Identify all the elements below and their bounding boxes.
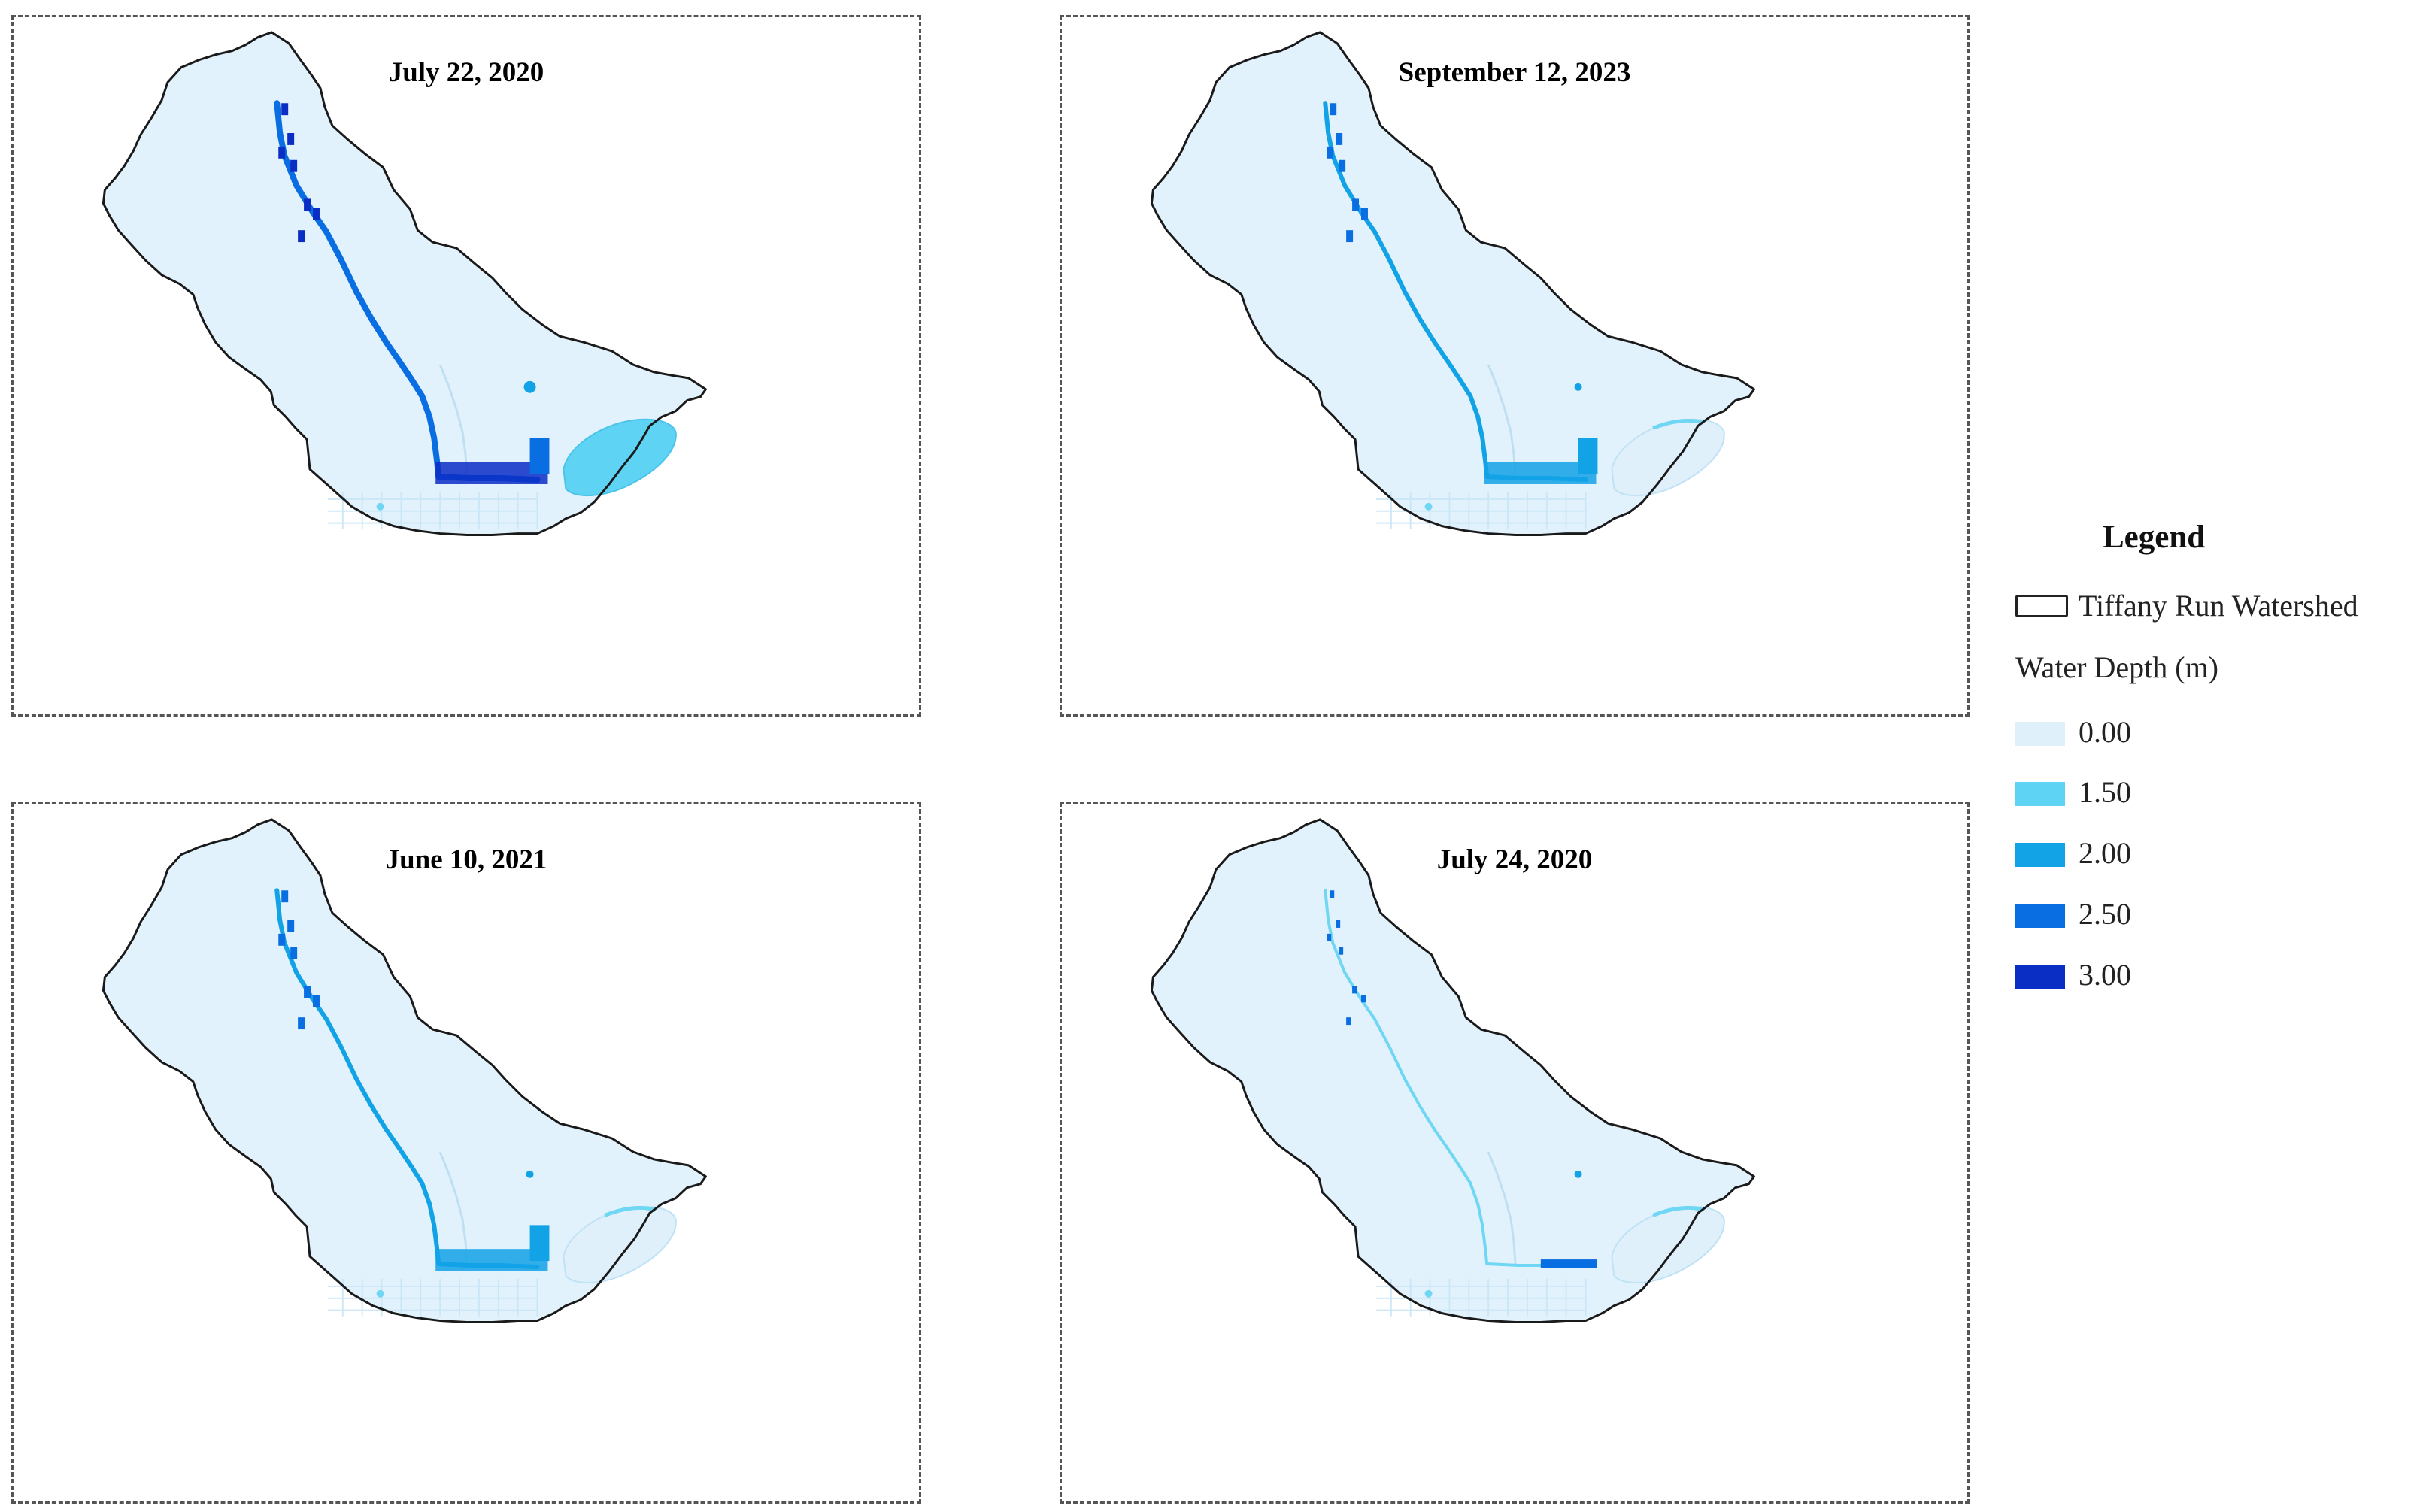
ponding-spot	[298, 230, 305, 243]
panel-title: July 22, 2020	[388, 57, 544, 88]
ponding-spot	[313, 995, 320, 1007]
legend-item-0: 0.00	[2015, 714, 2241, 752]
lake-edge-channel	[1652, 418, 1705, 430]
ponding-spot	[1361, 995, 1366, 1003]
ponding-spot	[1336, 920, 1341, 928]
flood-hotspot-block	[529, 438, 550, 474]
ponding-spot	[281, 890, 289, 903]
depth-label: 1.50	[2079, 775, 2131, 809]
ponding-spot	[376, 1289, 384, 1298]
ponding-spot	[1424, 502, 1433, 511]
highway	[1487, 364, 1517, 477]
legend-item-1: 1.50	[2015, 774, 2241, 812]
watershed-fill	[103, 819, 706, 1323]
street-texture	[1375, 1278, 1587, 1317]
flood-hotspot	[435, 1249, 548, 1271]
highway	[438, 364, 469, 477]
lake	[1611, 1205, 1725, 1283]
lake-edge-channel	[604, 1205, 657, 1217]
watershed-boundary	[102, 818, 707, 1324]
ponding-spot	[1346, 230, 1354, 243]
depth-swatch	[2015, 782, 2065, 806]
watershed-boundary	[102, 31, 707, 537]
boundary-label: Tiffany Run Watershed	[2079, 589, 2358, 623]
boundary-swatch	[2015, 595, 2068, 617]
stream-channel	[1324, 889, 1588, 1269]
watershed-map	[102, 818, 707, 1324]
ponding-spot	[1339, 947, 1344, 955]
water-depth-title: Water Depth (m)	[2015, 650, 2218, 684]
depth-label: 2.00	[2079, 836, 2131, 870]
panel-title: September 12, 2023	[1398, 57, 1631, 88]
legend-item-3: 2.50	[2015, 896, 2241, 934]
ponding-spot	[1352, 986, 1357, 994]
ponding-spot	[1336, 133, 1343, 145]
map-panel-3: June 10, 2021	[11, 802, 921, 1504]
ponding-spot	[1330, 890, 1335, 898]
depth-swatch	[2015, 965, 2065, 989]
ponding-spot	[1339, 159, 1346, 172]
flood-hotspot-block	[1578, 438, 1598, 474]
ponding-spot	[1352, 198, 1360, 211]
panel-title: July 24, 2020	[1436, 844, 1593, 875]
ponding-spot	[298, 1017, 305, 1030]
depth-label: 3.00	[2079, 958, 2131, 992]
watershed-fill	[1151, 32, 1754, 535]
watershed-fill	[1151, 819, 1754, 1323]
ponding-spot	[1346, 1017, 1351, 1026]
highway	[438, 1151, 469, 1265]
street-texture	[327, 1278, 538, 1317]
highway	[1487, 1151, 1517, 1265]
map-panel-1: July 22, 2020	[11, 15, 921, 717]
watershed-map	[1150, 818, 1755, 1324]
ponding-spot	[313, 208, 320, 220]
ponding-spot	[1361, 208, 1368, 220]
ponding-spot	[287, 920, 295, 932]
ponding-spot	[1574, 1170, 1582, 1178]
ponding-spot	[290, 159, 298, 172]
depth-label: 0.00	[2079, 715, 2131, 749]
ponding-spot	[1327, 933, 1332, 941]
ponding-spot	[290, 947, 298, 959]
panel-title: June 10, 2021	[385, 844, 547, 875]
depth-swatch	[2015, 904, 2065, 928]
legend-item-4: 3.00	[2015, 957, 2241, 995]
flood-hotspot	[1540, 1259, 1597, 1269]
ponding-spot	[281, 103, 289, 116]
watershed-boundary	[1150, 31, 1755, 537]
lake-edge-channel	[1652, 1205, 1705, 1217]
depth-swatch	[2015, 843, 2065, 867]
ponding-spot	[287, 133, 295, 145]
lake	[563, 1205, 677, 1283]
ponding-spot	[1330, 103, 1337, 116]
watershed-boundary	[1150, 818, 1755, 1324]
map-panel-4: July 24, 2020	[1060, 802, 1970, 1504]
ponding-spot	[523, 380, 536, 393]
lake	[1611, 418, 1725, 496]
watershed-map	[102, 31, 707, 537]
flood-hotspot	[435, 462, 548, 484]
ponding-spot	[526, 1170, 534, 1178]
ponding-spot	[278, 146, 286, 159]
street-texture	[327, 491, 538, 529]
watershed-fill	[103, 32, 706, 535]
ponding-spot	[304, 198, 311, 211]
ponding-spot	[1574, 383, 1582, 391]
ponding-spot	[1327, 146, 1334, 159]
ponding-spot	[376, 502, 384, 511]
flood-hotspot	[1484, 462, 1597, 484]
legend-title: Legend	[2103, 520, 2206, 555]
ponding-spot	[304, 986, 311, 998]
ponding-spot	[1424, 1289, 1433, 1298]
lake	[563, 418, 677, 496]
ponding-spot	[278, 933, 286, 946]
legend-item-2: 2.00	[2015, 835, 2241, 873]
map-panel-2: September 12, 2023	[1060, 15, 1970, 717]
watershed-map	[1150, 31, 1755, 537]
depth-swatch	[2015, 722, 2065, 746]
depth-label: 2.50	[2079, 897, 2131, 931]
flood-hotspot-block	[529, 1225, 550, 1262]
